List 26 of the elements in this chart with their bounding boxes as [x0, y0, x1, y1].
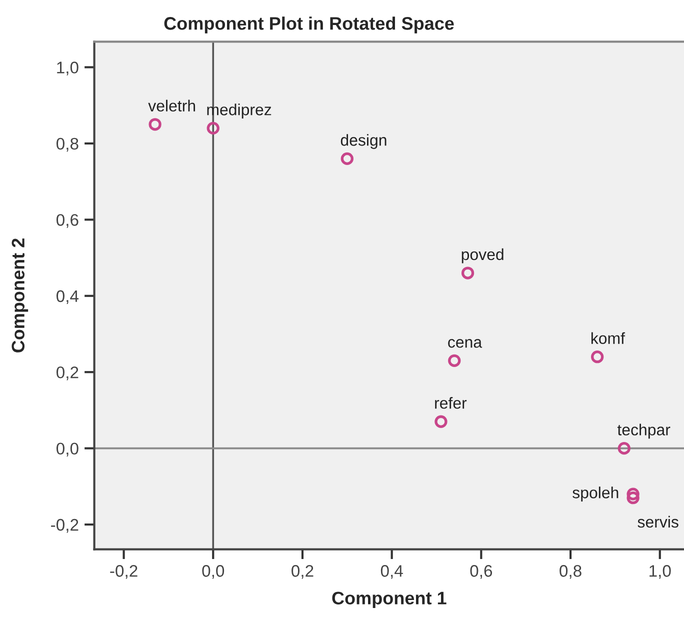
y-tick-label: 0,4 — [56, 290, 79, 304]
annotation: poved — [462, 248, 504, 264]
x-tick-label: 0,6 — [470, 565, 492, 579]
y-tick-label: 0,0 — [56, 442, 78, 456]
y-tick-label: 0,8 — [56, 138, 78, 152]
annotation: techpar — [617, 424, 670, 439]
y-axis-title: Component 2 — [12, 238, 28, 352]
x-axis-title: Component 1 — [332, 592, 446, 608]
x-tick-label: 1,0 — [650, 565, 671, 579]
x-tick-label: 0,0 — [202, 565, 224, 579]
y-tick-label: -0,2 — [51, 518, 78, 533]
y-tick-label: 0,6 — [56, 214, 78, 228]
y-tick-label: 0,2 — [56, 366, 78, 380]
annotation: komf — [591, 332, 626, 344]
x-tick-label: 0,4 — [380, 565, 403, 579]
x-tick-label: 0,2 — [292, 565, 314, 579]
annotation: refer — [435, 397, 467, 409]
annotation: servis — [638, 516, 678, 528]
chart-title: Component Plot in Rotated Space — [164, 16, 454, 34]
x-tick-label: -0,2 — [110, 565, 138, 579]
x-tick-label: 0,8 — [560, 565, 582, 579]
annotation: design — [340, 134, 386, 149]
annotation: cena — [448, 339, 482, 348]
annotation: spoleh — [572, 486, 618, 502]
annotation: veletrh — [148, 100, 196, 112]
y-tick-label: 1,0 — [57, 62, 78, 76]
